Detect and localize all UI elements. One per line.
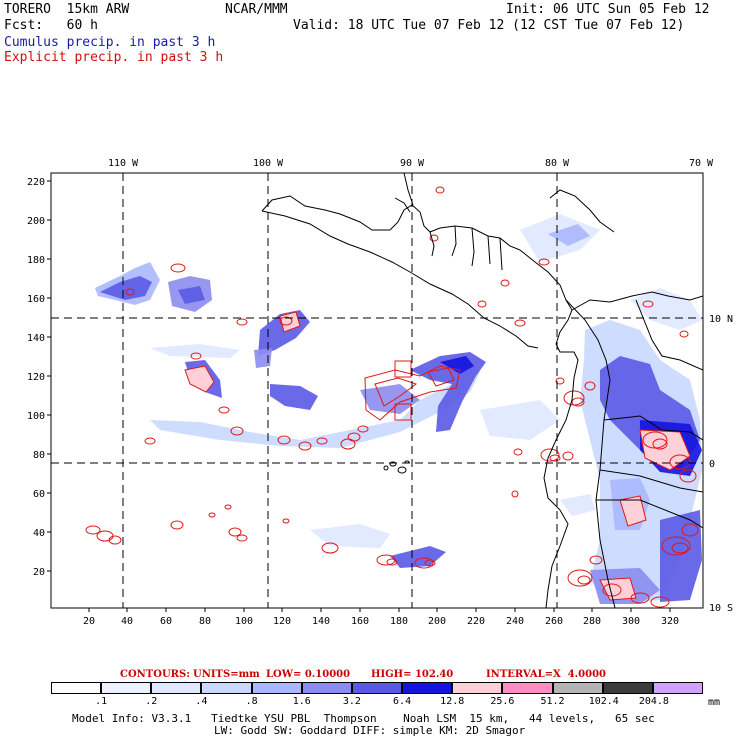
y-tick-label: 80 <box>33 450 45 461</box>
legend-value-label: 3.2 <box>342 696 361 707</box>
legend-color-cell <box>51 682 102 694</box>
init-time: Init: 06 UTC Sun 05 Feb 12 <box>506 2 710 17</box>
legend-value-label: 25.6 <box>490 696 515 707</box>
y-tick-label: 180 <box>27 255 45 266</box>
legend-value-label: 12.8 <box>440 696 465 707</box>
y-tick-label: 40 <box>33 528 45 539</box>
lat-label: 10 S <box>709 603 733 614</box>
legend-value-label: 204.8 <box>638 696 669 707</box>
legend-value-label: 6.4 <box>393 696 412 707</box>
model-info-line1: Model Info: V3.3.1 Tiedtke YSU PBL Thomp… <box>72 712 655 725</box>
y-tick-label: 140 <box>27 333 45 344</box>
legend-value-label: 102.4 <box>588 696 619 707</box>
plot-frame <box>50 172 704 609</box>
y-tick-label: 220 <box>27 177 45 188</box>
legend-color-cell <box>301 682 352 694</box>
lon-label: 70 W <box>689 158 714 169</box>
forecast-hour: Fcst: 60 h <box>4 18 98 33</box>
y-tick-label: 20 <box>33 567 45 578</box>
legend-color-cell <box>351 682 403 694</box>
x-tick-label: 180 <box>390 616 408 627</box>
legend-value-label: .8 <box>245 696 258 707</box>
contours-label: CONTOURS: <box>120 669 190 680</box>
x-tick-label: 60 <box>160 616 172 627</box>
tick-marks <box>47 180 671 612</box>
x-tick-label: 120 <box>273 616 291 627</box>
cumulus-precip-areas <box>95 214 702 604</box>
x-tick-label: 200 <box>428 616 446 627</box>
legend-color-cell <box>602 682 653 694</box>
y-tick-label: 60 <box>33 489 45 500</box>
lon-label: 100 W <box>253 158 284 169</box>
contours-high: HIGH= 102.40 <box>371 669 454 680</box>
legend-color-cell <box>652 682 703 694</box>
legend-color-cell <box>552 682 603 694</box>
lon-label: 80 W <box>545 158 570 169</box>
explicit-precip-label: Explicit precip. in past 3 h <box>4 50 224 65</box>
y-tick-label: 200 <box>27 216 45 227</box>
legend-value-label: .4 <box>195 696 208 707</box>
graticule <box>51 173 703 608</box>
x-tick-label: 240 <box>506 616 524 627</box>
feature-boxes <box>394 360 412 421</box>
x-tick-label: 280 <box>583 616 601 627</box>
model-info-line2: LW: Godd SW: Goddard DIFF: simple KM: 2D… <box>214 724 526 737</box>
legend-color-cell <box>402 682 453 694</box>
model-title: TORERO 15km ARW <box>4 2 130 17</box>
x-tick-label: 40 <box>121 616 133 627</box>
legend-value-label: 51.2 <box>540 696 565 707</box>
x-tick-label: 100 <box>235 616 253 627</box>
y-tick-label: 160 <box>27 294 45 305</box>
y-tick-label: 100 <box>27 411 45 422</box>
cumulus-precip-label: Cumulus precip. in past 3 h <box>4 35 216 50</box>
y-tick-label: 120 <box>27 372 45 383</box>
x-tick-label: 20 <box>83 616 95 627</box>
legend-color-cell <box>452 682 503 694</box>
x-tick-label: 300 <box>622 616 640 627</box>
contours-interval: INTERVAL=X 4.0000 <box>486 669 606 680</box>
legend-value-label: 1.6 <box>292 696 311 707</box>
valid-time: Valid: 18 UTC Tue 07 Feb 12 (12 CST Tue … <box>293 18 685 33</box>
x-tick-label: 140 <box>312 616 330 627</box>
legend-color-cell <box>251 682 302 694</box>
lat-label: 0 <box>709 459 715 470</box>
legend-color-cell <box>101 682 152 694</box>
x-tick-label: 260 <box>545 616 563 627</box>
legend-value-label: .2 <box>145 696 158 707</box>
legend-color-cell <box>502 682 553 694</box>
x-tick-label: 160 <box>351 616 369 627</box>
lat-label: 10 N <box>709 314 733 325</box>
x-tick-label: 320 <box>661 616 679 627</box>
legend-color-cell <box>201 682 252 694</box>
lon-label: 90 W <box>400 158 425 169</box>
legend-unit: mm <box>708 697 721 708</box>
x-tick-label: 220 <box>467 616 485 627</box>
legend-color-cell <box>151 682 202 694</box>
organization: NCAR/MMM <box>225 2 288 17</box>
contours-low: LOW= 0.10000 <box>266 669 351 680</box>
lon-label: 110 W <box>108 158 139 169</box>
x-tick-label: 80 <box>199 616 211 627</box>
contours-units: UNITS=mm <box>193 669 260 680</box>
coastlines <box>261 173 703 608</box>
legend-value-label: .1 <box>95 696 108 707</box>
